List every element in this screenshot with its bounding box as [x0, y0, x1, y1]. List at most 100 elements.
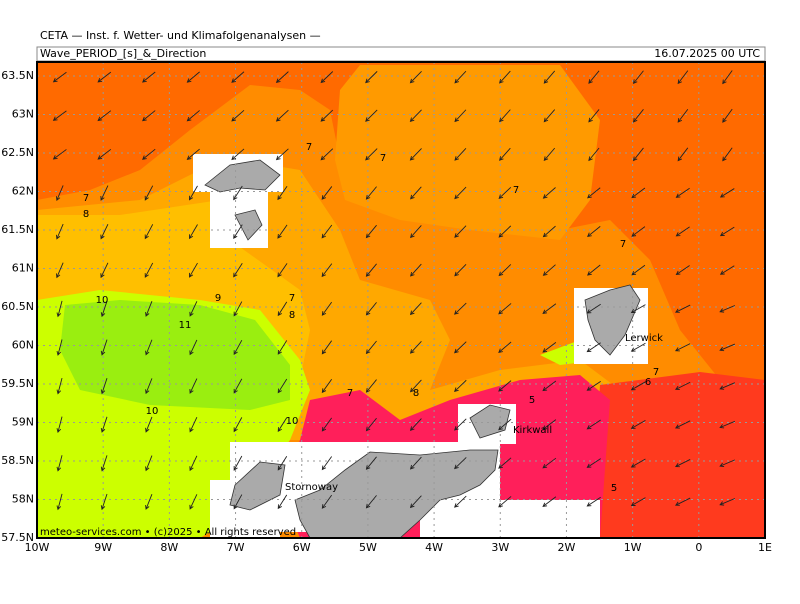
arrow — [142, 148, 156, 160]
arrow — [542, 342, 557, 353]
contour-label: 8 — [289, 310, 295, 321]
arrow — [409, 456, 422, 470]
arrow — [142, 71, 156, 83]
arrow — [52, 110, 67, 121]
contour-label: 10 — [286, 416, 299, 427]
arrow — [321, 417, 333, 432]
map-frame — [36, 61, 766, 539]
arrow — [100, 378, 108, 395]
arrow — [409, 341, 422, 354]
arrow — [632, 109, 644, 123]
arrow — [52, 71, 67, 83]
place-name: Kirkwall — [513, 425, 552, 436]
arrow — [588, 147, 600, 162]
arrow — [542, 264, 556, 276]
arrow — [189, 339, 198, 356]
arrow — [97, 110, 112, 122]
arrow — [233, 339, 243, 356]
arrow — [454, 302, 467, 315]
arrow — [56, 416, 63, 434]
arrow — [275, 109, 289, 122]
arrow — [321, 263, 333, 278]
arrow — [630, 304, 646, 314]
arrow — [674, 381, 691, 390]
arrow — [674, 420, 691, 429]
arrow — [499, 147, 511, 161]
place-name: Stornoway — [285, 482, 338, 493]
arrow — [542, 419, 557, 430]
contour-label: 11 — [179, 320, 192, 331]
zone — [335, 65, 600, 240]
lat-label: 60.5N — [1, 300, 34, 313]
arrow — [722, 147, 733, 162]
lat-label: 60N — [12, 339, 34, 352]
contour-label: 7 — [653, 367, 659, 378]
contour-label: 9 — [215, 293, 221, 304]
lat-label: 59.5N — [1, 377, 34, 390]
arrow — [498, 186, 512, 199]
arrow — [542, 457, 557, 469]
arrow — [719, 420, 736, 429]
arrow — [454, 186, 467, 200]
arrow — [498, 418, 512, 431]
arrow — [674, 343, 691, 352]
contour-label: 7 — [347, 388, 353, 399]
arrow — [719, 226, 735, 237]
arrow — [145, 455, 153, 472]
lon-label: 2W — [558, 541, 576, 554]
arrow — [189, 262, 198, 278]
arrow — [365, 302, 377, 316]
arrow — [320, 71, 334, 84]
arrow — [722, 70, 733, 85]
lat-label: 59N — [12, 416, 34, 429]
date: 16.07.2025 00 UTC — [654, 47, 760, 60]
arrow — [498, 225, 512, 238]
arrow — [56, 455, 63, 472]
arrow — [674, 497, 691, 506]
lon-label: 9W — [94, 541, 112, 554]
arrow — [675, 226, 690, 237]
arrow — [320, 148, 334, 161]
lon-label: 4W — [425, 541, 443, 554]
lat-label: 63N — [12, 108, 34, 121]
arrow — [321, 340, 333, 355]
arrow — [277, 263, 288, 278]
arrow — [145, 416, 153, 433]
arrow — [409, 418, 422, 431]
arrow — [586, 419, 601, 430]
arrow — [587, 187, 601, 199]
arrow — [719, 498, 736, 506]
arrow — [631, 187, 646, 199]
arrow — [365, 495, 377, 509]
arrow — [588, 109, 600, 123]
arrow — [630, 381, 646, 391]
arrow — [498, 303, 512, 315]
contour-label: 6 — [645, 377, 651, 388]
lat-label: 61.5N — [1, 223, 34, 236]
arrow — [145, 378, 153, 395]
lat-label: 62.5N — [1, 146, 34, 159]
arrow — [719, 382, 736, 390]
arrow — [365, 340, 377, 355]
arrow — [586, 381, 601, 391]
arrow — [277, 455, 288, 471]
arrow — [321, 301, 333, 316]
arrow — [631, 226, 646, 237]
arrow — [542, 380, 557, 392]
arrow — [542, 496, 557, 507]
arrow — [454, 379, 467, 392]
arrow — [321, 224, 333, 239]
lat-label: 58.5N — [1, 454, 34, 467]
arrow — [498, 264, 512, 277]
arrow — [275, 148, 289, 161]
arrow — [56, 185, 64, 202]
lat-label: 63.5N — [1, 69, 34, 82]
graticule: 63.5N 63N 62.5N 62N 61.5N 61N 60.5N 60N 59.5N 59N… — [1, 62, 772, 554]
arrow — [454, 109, 467, 123]
arrow — [189, 224, 198, 240]
contour-label: 10 — [96, 295, 109, 306]
arrow — [454, 148, 467, 161]
arrow — [409, 302, 422, 316]
arrow — [365, 456, 377, 470]
